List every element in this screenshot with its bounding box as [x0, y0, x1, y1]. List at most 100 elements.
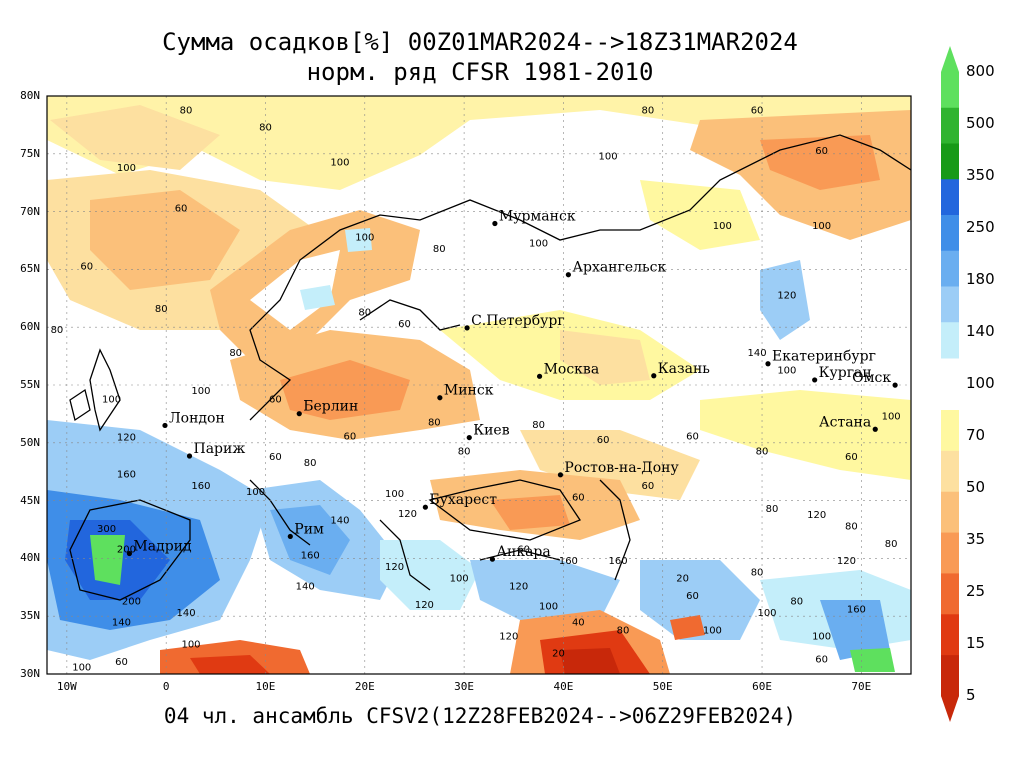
contour-value-label: 80 [458, 446, 471, 457]
city-dot [565, 272, 571, 278]
contour-value-label: 100 [599, 152, 618, 163]
city-label: Архангельск [572, 260, 666, 276]
map-title: Сумма осадков[%] 00Z01MAR2024-->18Z31MAR… [162, 28, 798, 56]
city-label: Астана [819, 414, 871, 430]
latitude-tick-label: 50N [20, 435, 40, 449]
contour-value-label: 60 [115, 657, 128, 668]
contour-value-label: 80 [756, 446, 769, 457]
longitude-tick-label: 0 [162, 680, 170, 693]
colorbar-label: 180 [966, 270, 995, 288]
contour-value-label: 60 [517, 545, 530, 556]
city-dot [812, 377, 818, 383]
colorbar-label: 70 [966, 426, 986, 444]
colorbar-swatch [941, 491, 959, 534]
latitude-tick-label: 80N [20, 89, 40, 102]
contour-value-label: 80 [433, 244, 446, 255]
contour-value-label: 120 [385, 562, 404, 573]
colorbar-swatch [941, 655, 959, 697]
contour-value-label: 80 [751, 568, 764, 579]
city-dot [162, 422, 168, 429]
colorbar-top-arrow [941, 46, 959, 72]
contour-value-label: 100 [191, 386, 210, 397]
contour-value-label: 160 [559, 556, 578, 567]
city-dot [186, 453, 193, 459]
contour-value-label: 100 [812, 631, 831, 642]
contour-value-label: 60 [344, 431, 357, 442]
latitude-tick-label: 55N [20, 378, 40, 391]
contour-value-label: 120 [499, 631, 518, 642]
contour-value-label: 80 [155, 304, 168, 315]
contour-value-label: 80 [885, 539, 898, 550]
graticule [47, 96, 911, 674]
contour-value-label: 100 [529, 238, 548, 249]
contour-value-label: 60 [398, 319, 411, 330]
coastlines [69, 134, 911, 601]
city-dot [437, 395, 443, 401]
contour-labels: 8080100606080808010060100120160160300200… [51, 105, 901, 673]
contour-value-label: 120 [777, 290, 796, 301]
city-label: Омск [852, 370, 891, 386]
colorbar-swatch [941, 72, 959, 109]
city-dot [872, 426, 878, 432]
contour-value-label: 80 [358, 308, 371, 319]
city-dot [464, 325, 470, 331]
contour-value-label: 80 [790, 597, 803, 608]
contour-value-label: 100 [777, 365, 796, 376]
colorbar-label: 350 [966, 166, 995, 184]
city-label: Париж [194, 441, 246, 457]
contour-value-label: 120 [807, 510, 826, 521]
contour-value-label: 140 [296, 582, 315, 593]
city-label: Мурманск [499, 209, 576, 225]
contour-value-label: 200 [122, 597, 141, 608]
contour-value-label: 140 [748, 348, 767, 359]
colorbar-bottom-arrow [941, 696, 959, 722]
contour-value-label: 80 [259, 123, 272, 134]
contour-value-label: 60 [597, 435, 610, 446]
contour-value-label: 60 [686, 591, 699, 602]
latitude-tick-label: 60N [20, 320, 40, 334]
colorbar-swatch [941, 450, 959, 493]
colorbar-label: 100 [966, 374, 995, 392]
contour-value-label: 300 [97, 524, 116, 535]
contour-value-label: 60 [686, 431, 699, 442]
city-dot [287, 533, 293, 540]
colorbar-swatch [941, 143, 959, 180]
contour-value-label: 60 [845, 452, 858, 463]
city-dot [536, 373, 543, 379]
contour-value-label: 160 [191, 481, 210, 492]
city-dot [466, 434, 472, 441]
contour-value-label: 140 [112, 617, 131, 628]
longitude-tick-label: 30E [454, 680, 475, 693]
colorbar-swatch [941, 410, 959, 452]
contour-value-label: 80 [51, 325, 64, 336]
contour-value-label: 160 [301, 550, 320, 561]
contour-value-label: 200 [117, 545, 136, 556]
contour-value-label: 60 [80, 261, 93, 272]
city-label: Минск [444, 383, 494, 399]
ensemble-caption: 04 чл. ансамбль CFSV2(12Z28FEB2024-->06Z… [163, 704, 797, 728]
colorbar-swatch [941, 322, 959, 359]
city-dot [492, 220, 498, 227]
colorbar [941, 46, 959, 722]
city-label: Рим [294, 521, 324, 537]
city-dot [557, 472, 564, 478]
colorbar-label: 800 [966, 62, 995, 80]
contour-value-label: 120 [398, 509, 417, 520]
contour-value-label: 60 [815, 146, 828, 157]
contour-value-label: 80 [180, 105, 193, 116]
colorbar-swatch [941, 573, 959, 615]
colorbar-swatch [941, 107, 959, 144]
city-label: Курган [819, 365, 872, 381]
latitude-tick-label: 75N [20, 146, 40, 160]
contour-value-label: 100 [246, 487, 265, 498]
contour-value-label: 80 [532, 420, 545, 431]
contour-value-label: 80 [617, 626, 630, 637]
colorbar-swatch [941, 532, 959, 574]
longitude-tick-label: 70E [851, 680, 872, 693]
latitude-tick-label: 65N [20, 262, 40, 276]
contour-value-label: 120 [415, 600, 434, 611]
longitude-tick-label: 40E [553, 680, 574, 693]
map-subtitle: норм. ряд CFSR 1981-2010 [306, 58, 654, 86]
contour-value-label: 100 [713, 221, 732, 232]
